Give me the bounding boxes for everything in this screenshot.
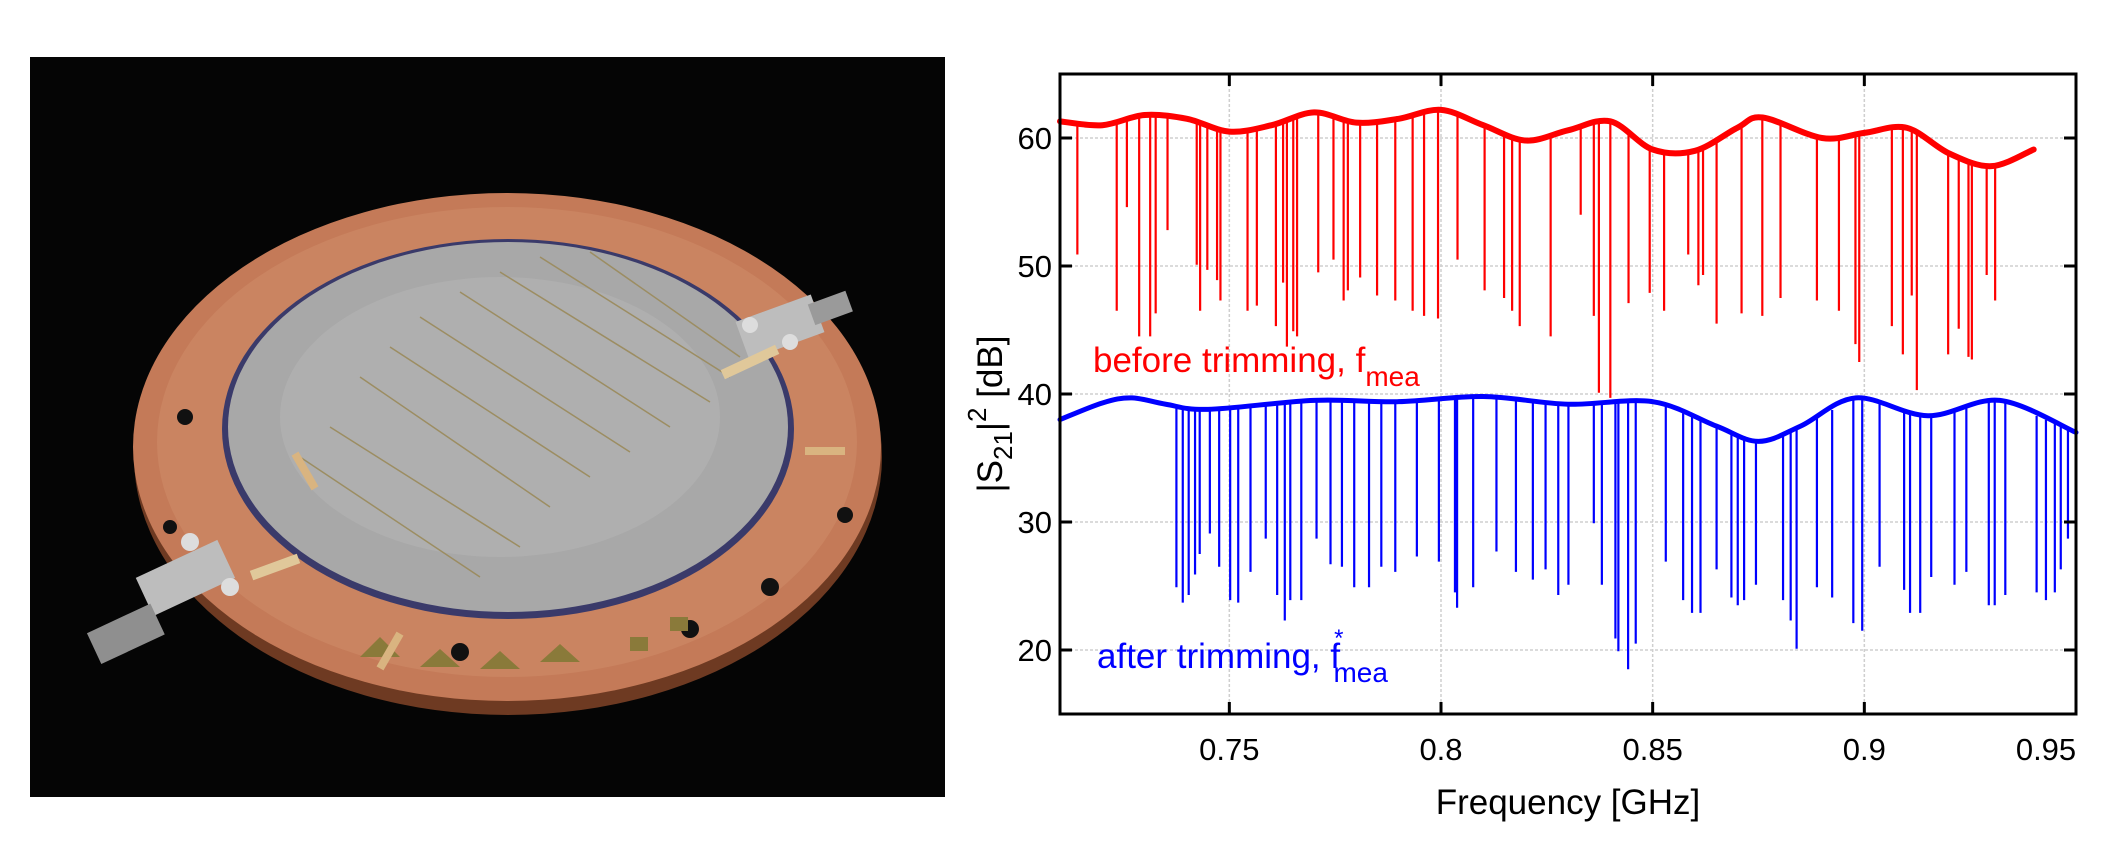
y-tick-label: 30 [1018, 505, 1052, 540]
baseline-curve [1057, 394, 2079, 444]
y-tick-label: 60 [1018, 121, 1052, 156]
grid [1060, 74, 2077, 714]
y-tick-label: 50 [1018, 249, 1052, 284]
x-tick-label: 0.85 [1622, 732, 1682, 767]
x-tick-label: 0.8 [1419, 732, 1462, 767]
x-axis-label: Frequency [GHz] [1436, 783, 1701, 822]
baseline-curve [1057, 106, 2037, 170]
y-tick-label: 40 [1018, 377, 1052, 412]
sma-connector-left [86, 533, 301, 665]
sma-connector-right [720, 290, 853, 380]
ticks: 0.75 0.8 0.85 0.9 0.95 20 30 40 50 60 [1018, 74, 2078, 767]
annotation-before-trimming: before trimming, fmea [1093, 341, 1420, 392]
x-tick-label: 0.9 [1843, 732, 1886, 767]
annotation-after-trimming: after trimming, f* mea [1097, 625, 1388, 688]
series-before-trimming [1057, 106, 2037, 398]
sample-holder-photo [30, 57, 945, 797]
x-tick-label: 0.75 [1199, 732, 1259, 767]
y-axis-label: |S21|2 [dB] [962, 336, 1018, 493]
y-tick-label: 20 [1018, 633, 1052, 668]
series-after-trimming [1057, 394, 2079, 670]
x-tick-label: 0.95 [2016, 732, 2076, 767]
series-layer [1057, 106, 2079, 670]
